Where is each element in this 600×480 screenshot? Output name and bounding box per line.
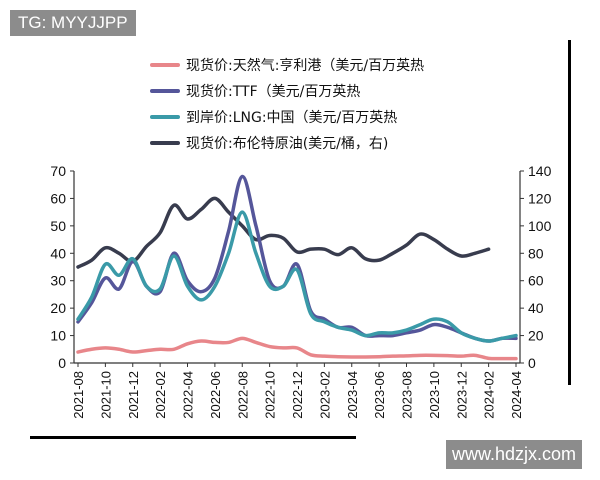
x-tick-label: 2023-04 — [345, 371, 360, 419]
series-line-1 — [76, 174, 518, 343]
legend-item: 现货价:TTF（美元/百万英热 — [150, 78, 424, 104]
x-tick-label: 2022-04 — [181, 371, 196, 419]
x-tick-label: 2021-12 — [126, 371, 141, 419]
y-right-tick-label: 100 — [528, 218, 552, 234]
legend: 现货价:天然气:亨利港（美元/百万英热 现货价:TTF（美元/百万英热到岸价:LN… — [150, 52, 424, 156]
y-right-tick-label: 80 — [528, 245, 544, 261]
x-tick-label: 2024-04 — [509, 371, 524, 419]
horizontal-rule — [30, 436, 356, 439]
legend-item: 到岸价:LNG:中国（美元/百万英热 — [150, 104, 424, 130]
y-right-tick-label: 60 — [528, 273, 544, 289]
legend-label: 到岸价:LNG:中国（美元/百万英热 — [186, 110, 398, 126]
watermark-bottom-right: www.hdzjx.com — [446, 440, 583, 469]
x-tick-label: 2022-02 — [153, 371, 168, 419]
y-left-tick-label: 60 — [50, 190, 66, 206]
x-tick-label: 2023-12 — [454, 371, 469, 419]
legend-label: 现货价:TTF（美元/百万英热 — [186, 84, 361, 100]
legend-swatch — [150, 141, 180, 145]
x-tick-label: 2022-10 — [263, 371, 278, 419]
vertical-rule — [568, 40, 571, 385]
y-left-tick-label: 30 — [50, 273, 66, 289]
y-left-tick-label: 50 — [50, 218, 66, 234]
x-tick-label: 2023-02 — [317, 371, 332, 419]
y-right-tick-label: 0 — [528, 355, 536, 371]
x-tick-label: 2023-06 — [372, 371, 387, 419]
series-line-3 — [76, 196, 491, 269]
watermark-top-left: TG: MYYJJPP — [10, 10, 136, 36]
x-tick-label: 2022-12 — [290, 371, 305, 419]
legend-item: 现货价:布伦特原油(美元/桶，右) — [150, 130, 424, 156]
series-line-0 — [76, 336, 518, 361]
x-tick-label: 2023-10 — [427, 371, 442, 419]
y-left-tick-label: 10 — [50, 328, 66, 344]
x-tick-label: 2024-02 — [482, 371, 497, 419]
y-right-tick-label: 40 — [528, 300, 544, 316]
y-left-tick-label: 40 — [50, 245, 66, 261]
legend-label: 现货价:天然气:亨利港（美元/百万英热 — [186, 58, 425, 74]
y-left-tick-label: 0 — [58, 355, 66, 371]
legend-swatch — [150, 115, 180, 119]
y-right-tick-label: 140 — [528, 163, 552, 179]
legend-item: 现货价:天然气:亨利港（美元/百万英热 — [150, 52, 424, 78]
series-line-2 — [76, 210, 518, 343]
x-tick-label: 2021-10 — [98, 371, 113, 419]
legend-label: 现货价:布伦特原油(美元/桶，右) — [186, 136, 389, 152]
legend-swatch — [150, 63, 180, 67]
x-tick-label: 2023-08 — [400, 371, 415, 419]
y-left-tick-label: 70 — [50, 163, 66, 179]
x-tick-label: 2021-08 — [71, 371, 86, 419]
y-right-tick-label: 20 — [528, 328, 544, 344]
y-left-tick-label: 20 — [50, 300, 66, 316]
x-tick-label: 2022-06 — [208, 371, 223, 419]
x-tick-label: 2022-08 — [235, 371, 250, 419]
legend-swatch — [150, 89, 180, 93]
y-right-tick-label: 120 — [528, 190, 552, 206]
